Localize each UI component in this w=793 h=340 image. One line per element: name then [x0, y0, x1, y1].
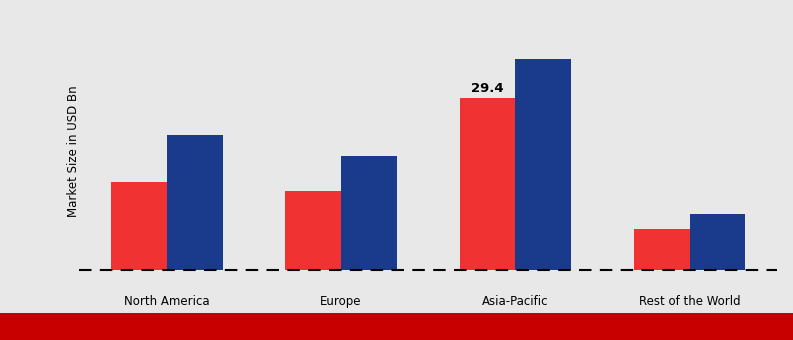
Bar	[515, 59, 571, 270]
Bar	[167, 135, 223, 270]
Bar	[285, 191, 341, 270]
Bar	[460, 98, 515, 270]
Bar	[111, 182, 167, 270]
Bar	[341, 156, 396, 270]
Legend: 2023, 2032: 2023, 2032	[351, 319, 506, 340]
Bar	[690, 214, 745, 270]
Y-axis label: Market Size in USD Bn: Market Size in USD Bn	[67, 85, 80, 217]
Bar	[634, 229, 690, 270]
Text: 29.4: 29.4	[471, 82, 504, 95]
